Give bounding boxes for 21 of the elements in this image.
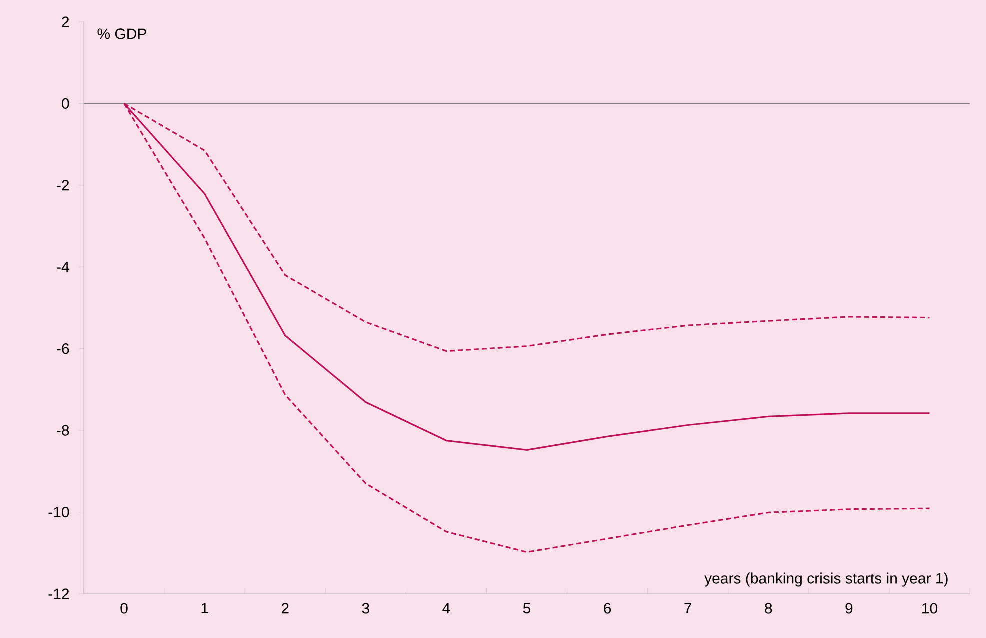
y-tick-label: 2 bbox=[62, 16, 70, 28]
x-tick-label: 3 bbox=[362, 603, 370, 614]
x-tick-label: 4 bbox=[442, 603, 450, 614]
y-tick-label: -6 bbox=[57, 344, 70, 354]
y-tick-label: -10 bbox=[48, 506, 70, 518]
y-tick-label: -4 bbox=[57, 262, 70, 272]
x-tick-label: 10 bbox=[922, 603, 938, 614]
x-tick-label: 8 bbox=[765, 603, 772, 614]
x-tick-label: 5 bbox=[523, 603, 531, 614]
x-tick-label: 9 bbox=[846, 603, 853, 614]
x-tick-label: 2 bbox=[282, 603, 289, 614]
y-axis-title: % GDP bbox=[98, 28, 146, 40]
x-axis-title: years (banking crisis starts in year 1) bbox=[704, 572, 948, 587]
y-tick-label: -12 bbox=[48, 588, 70, 600]
x-tick-label: 6 bbox=[604, 603, 612, 614]
y-tick-label: -2 bbox=[57, 180, 70, 191]
x-tick-label: 1 bbox=[202, 603, 208, 614]
x-tick-label: 7 bbox=[684, 603, 692, 614]
y-tick-label: -8 bbox=[57, 425, 70, 436]
y-tick-label: 0 bbox=[62, 98, 70, 109]
x-tick-label: 0 bbox=[120, 603, 128, 614]
